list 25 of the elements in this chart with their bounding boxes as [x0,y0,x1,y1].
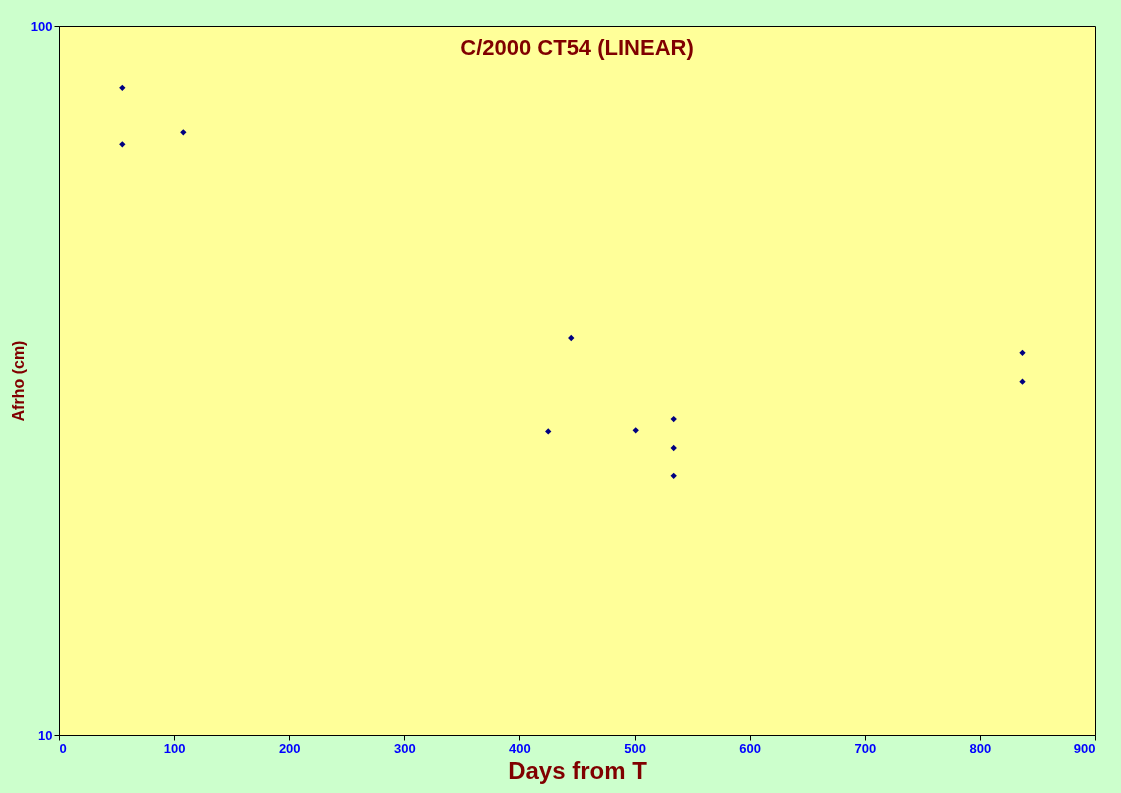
x-tick-label: 900 [1073,740,1096,756]
point [119,84,126,92]
point [670,472,677,480]
x-tick-label: 800 [969,740,992,756]
point [180,129,187,136]
y-axis-title: Afrho (cm) [9,340,27,422]
point [670,444,677,452]
x-tick-label: 100 [163,740,186,756]
point [1019,349,1026,356]
x-tick-label: 0 [59,740,67,756]
point [568,334,575,342]
point [545,428,552,435]
x-tick-label: 400 [509,740,531,756]
point [119,141,126,148]
x-axis-title: Days from T [508,756,648,784]
y-tick-label: 10 [38,727,53,743]
chart-title: C/2000 CT54 (LINEAR) [460,35,694,60]
point [670,415,677,423]
x-tick-label: 300 [393,740,416,756]
point [632,427,639,434]
point [1019,378,1026,385]
x-tick-label: 600 [739,740,762,756]
x-tick-label: 500 [624,740,646,756]
x-tick-label: 200 [278,740,301,756]
x-tick-label: 700 [854,740,877,756]
